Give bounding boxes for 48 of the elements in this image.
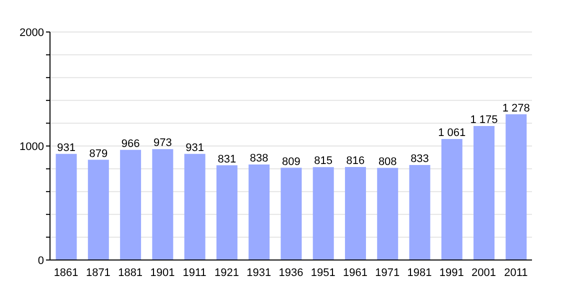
x-tick-label: 1991 — [439, 266, 464, 279]
data-label: 973 — [154, 137, 172, 150]
data-label: 808 — [378, 156, 397, 168]
bar — [312, 167, 334, 260]
y-tick-label: 2000 — [20, 26, 44, 39]
data-label: 809 — [282, 156, 300, 168]
data-label: 1 061 — [438, 127, 466, 140]
data-label: 879 — [89, 148, 108, 160]
data-label: 1 278 — [502, 102, 530, 114]
bar — [184, 154, 206, 260]
x-tick-label: 1901 — [150, 266, 175, 279]
x-tick-label: 1981 — [407, 266, 432, 279]
data-label: 816 — [346, 154, 365, 167]
data-label: 931 — [57, 142, 76, 154]
x-tick-label: 2001 — [472, 266, 496, 279]
bar — [248, 164, 270, 260]
bar — [474, 126, 495, 260]
data-label: 931 — [186, 142, 204, 154]
x-tick-label: 2011 — [504, 266, 528, 279]
bar — [216, 165, 238, 260]
data-label: 838 — [250, 152, 268, 164]
x-tick-label: 1931 — [246, 266, 272, 279]
x-tick-label: 1961 — [343, 266, 368, 279]
bar — [120, 150, 142, 260]
x-tick-label: 1971 — [375, 266, 400, 279]
data-label: 833 — [410, 153, 429, 166]
bar — [506, 114, 527, 260]
x-tick-label: 1881 — [118, 266, 143, 279]
bar — [377, 168, 398, 260]
data-label: 815 — [314, 155, 333, 168]
x-tick-label: 1921 — [214, 266, 239, 279]
y-tick-label: 1000 — [20, 140, 44, 153]
bar — [441, 139, 462, 260]
x-tick-label: 1951 — [310, 266, 336, 279]
bar — [152, 149, 174, 260]
bar — [88, 160, 109, 260]
x-tick-label: 1911 — [182, 266, 206, 279]
data-label: 831 — [218, 153, 236, 166]
bar — [280, 168, 302, 260]
y-tick-label: 0 — [38, 254, 44, 267]
data-label: 966 — [121, 138, 140, 150]
bar — [409, 165, 430, 260]
bar — [56, 154, 77, 260]
x-tick-label: 1861 — [54, 266, 78, 279]
bar — [344, 166, 366, 260]
x-tick-label: 1936 — [278, 266, 304, 279]
x-tick-label: 1871 — [86, 266, 110, 279]
data-label: 1 175 — [470, 114, 498, 126]
